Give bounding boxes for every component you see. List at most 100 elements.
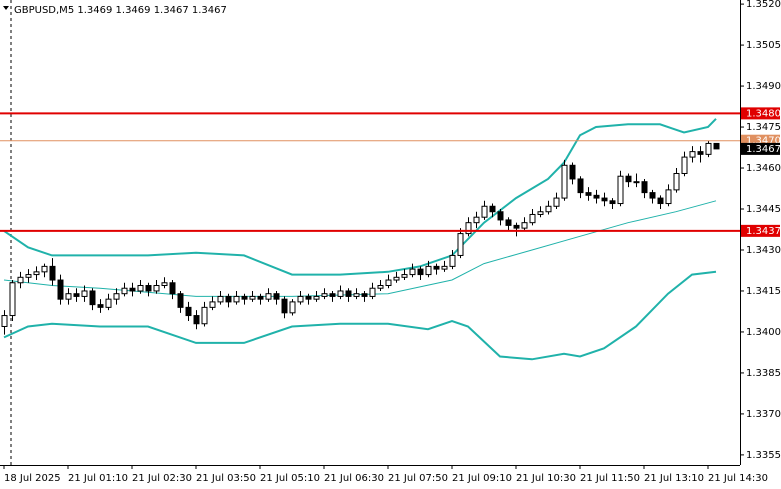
candle-body xyxy=(321,293,328,297)
candle-body xyxy=(697,151,704,155)
candle-body xyxy=(169,282,176,295)
candle-body xyxy=(529,213,536,224)
y-tick-label: 1.3370 xyxy=(746,409,781,420)
candle-body xyxy=(361,293,368,297)
candle-body xyxy=(177,293,184,308)
y-tick-label: 1.3520 xyxy=(746,0,781,10)
candle-body xyxy=(649,192,656,199)
candle-body xyxy=(545,205,552,213)
price-label-box xyxy=(741,224,780,237)
candle-body xyxy=(473,216,480,224)
candle-body xyxy=(673,172,680,191)
y-tick-label: 1.3355 xyxy=(746,450,781,461)
price-label: 1.3480 xyxy=(746,108,781,119)
candle-body xyxy=(265,293,272,300)
candle-body xyxy=(681,156,688,174)
x-tick-label: 21 Jul 03:50 xyxy=(196,473,256,484)
candle-body xyxy=(105,298,112,308)
candle-body xyxy=(161,282,168,287)
candle-body xyxy=(657,197,664,205)
x-tick-label: 21 Jul 06:30 xyxy=(324,473,384,484)
candle-body xyxy=(129,287,136,292)
candle-body xyxy=(585,192,592,196)
x-tick-label: 21 Jul 13:10 xyxy=(644,473,704,484)
candle-body xyxy=(537,211,544,215)
candle-body xyxy=(49,265,56,281)
candle-body xyxy=(89,290,96,306)
x-tick-label: 21 Jul 10:30 xyxy=(516,473,576,484)
candle-body xyxy=(97,304,104,308)
candle-body xyxy=(377,285,384,289)
x-tick-label: 21 Jul 01:10 xyxy=(68,473,128,484)
candle-body xyxy=(17,276,24,284)
candle-body xyxy=(289,301,296,314)
price-label: 1.3470 xyxy=(746,136,781,147)
candle-body xyxy=(153,285,160,292)
candle-body xyxy=(393,276,400,281)
candle-body xyxy=(185,306,192,317)
candle-body xyxy=(345,290,352,297)
candle-body xyxy=(385,279,392,287)
candle-body xyxy=(489,205,496,213)
candle-body xyxy=(417,268,424,276)
candle-body xyxy=(145,285,152,292)
candle-body xyxy=(217,295,224,303)
candle-body xyxy=(609,200,616,205)
candle-body xyxy=(65,293,72,300)
candle-body xyxy=(601,197,608,202)
x-tick-label: 21 Jul 02:30 xyxy=(132,473,192,484)
candle-body xyxy=(441,265,448,270)
candle-body xyxy=(641,181,648,194)
y-tick-label: 1.3430 xyxy=(746,245,781,256)
price-label: 1.3467 xyxy=(746,144,781,155)
band-line xyxy=(3,200,717,297)
candle-body xyxy=(329,293,336,297)
candle-body xyxy=(465,222,472,235)
x-tick-label: 21 Jul 07:50 xyxy=(388,473,448,484)
candle-body xyxy=(137,285,144,292)
candle-body xyxy=(513,224,520,229)
price-label-box xyxy=(741,107,780,120)
y-tick-label: 1.3475 xyxy=(746,122,781,133)
x-tick-label: 21 Jul 05:10 xyxy=(260,473,320,484)
candle-body xyxy=(553,197,560,207)
candle-body xyxy=(593,194,600,199)
candle-body xyxy=(33,271,40,276)
y-tick-label: 1.3460 xyxy=(746,163,781,174)
candle-body xyxy=(81,290,88,297)
candle-body xyxy=(249,295,256,300)
candle-body xyxy=(569,164,576,180)
candle-body xyxy=(41,265,48,273)
candle-body xyxy=(225,295,232,303)
candle-body xyxy=(305,295,312,300)
x-tick-label: 21 Jul 09:10 xyxy=(452,473,512,484)
chart-title: GBPUSD,M5 1.3469 1.3469 1.3467 1.3467 xyxy=(14,5,227,16)
candle-body xyxy=(313,295,320,300)
y-tick-label: 1.3415 xyxy=(746,286,781,297)
candle-body xyxy=(337,290,344,297)
x-tick-label: 18 Jul 2025 xyxy=(4,473,61,484)
menu-arrow[interactable] xyxy=(3,6,9,10)
candle-body xyxy=(113,293,120,300)
candle-body xyxy=(353,293,360,297)
y-tick-label: 1.3445 xyxy=(746,204,781,215)
candle-body xyxy=(409,268,416,276)
candle-body xyxy=(425,265,432,276)
candle-body xyxy=(521,222,528,229)
y-tick-label: 1.3385 xyxy=(746,368,781,379)
candle-body xyxy=(369,287,376,297)
candle-body xyxy=(193,315,200,325)
candle-body xyxy=(233,295,240,303)
candle-body xyxy=(481,205,488,218)
candle-body xyxy=(401,274,408,278)
candle-body xyxy=(633,181,640,184)
x-tick-label: 21 Jul 14:30 xyxy=(708,473,768,484)
candle-body xyxy=(209,301,216,308)
candle-body xyxy=(497,211,504,221)
candle-body xyxy=(297,295,304,303)
candle-body xyxy=(625,175,632,183)
y-tick-label: 1.3400 xyxy=(746,327,781,338)
candle-body xyxy=(273,293,280,300)
